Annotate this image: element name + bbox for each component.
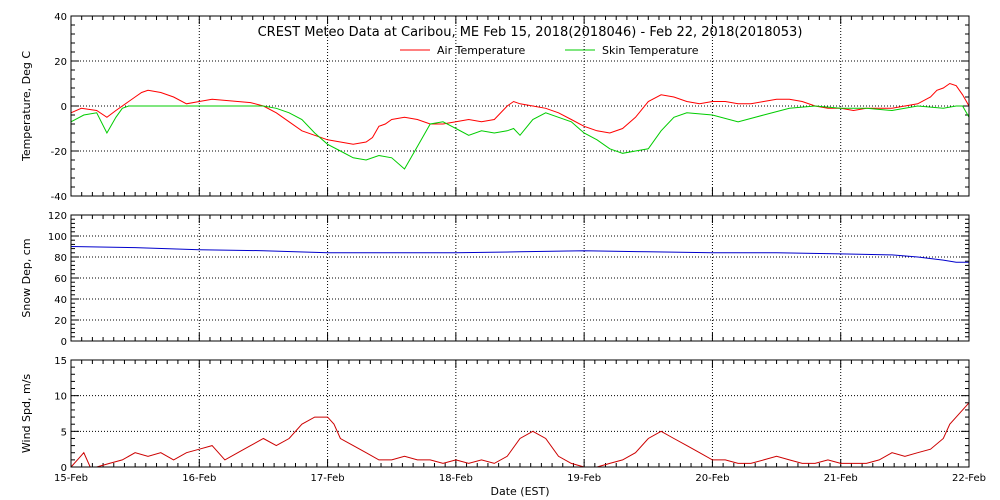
y-tick-label: 5 <box>61 427 67 438</box>
plot-frame <box>70 359 970 468</box>
y-tick-label: 0 <box>61 337 67 348</box>
plot-frame <box>70 214 970 342</box>
y-tick-label: 0 <box>61 463 67 474</box>
chart-panels: -40 -20 0 20 40 Temperature, Deg C 0 20 40 60 80 10… <box>20 12 986 498</box>
y-axis-label: Snow Dep, cm <box>20 238 33 317</box>
y-tick-label: 15 <box>54 356 67 367</box>
panel-2: 0 20 40 60 80 100 120 Snow Dep, cm <box>20 211 970 348</box>
panel-1: -40 -20 0 20 40 Temperature, Deg C <box>20 12 970 203</box>
y-tick-label: 120 <box>48 211 67 222</box>
x-tick-label: 22-Feb <box>952 473 986 484</box>
y-tick-label: 80 <box>54 253 67 264</box>
x-tick-label: 16-Feb <box>182 473 216 484</box>
x-tick-label: 18-Feb <box>439 473 473 484</box>
y-tick-label: 40 <box>54 295 67 306</box>
y-tick-label: 20 <box>54 316 67 327</box>
chart-title: CREST Meteo Data at Caribou, ME Feb 15, … <box>258 25 803 40</box>
y-tick-label: -40 <box>51 192 67 203</box>
y-tick-label: 100 <box>48 232 67 243</box>
series-line-2 <box>70 105 970 170</box>
y-tick-label: -20 <box>51 147 67 158</box>
y-tick-label: 0 <box>61 102 67 113</box>
y-tick-label: 40 <box>54 12 67 23</box>
legend-label-2: Skin Temperature <box>602 44 699 57</box>
panel-3: 0 5 10 15 Wind Spd, m/s 15-Feb 16-Feb 17-Feb 18-… <box>20 356 986 498</box>
y-tick-label: 10 <box>54 392 67 403</box>
y-tick-label: 20 <box>54 57 67 68</box>
x-tick-label: 21-Feb <box>824 473 858 484</box>
x-axis-label: Date (EST) <box>490 485 549 498</box>
legend: Air Temperature Skin Temperature <box>400 44 699 57</box>
y-tick-label: 60 <box>54 274 67 285</box>
x-tick-label: 15-Feb <box>54 473 88 484</box>
x-tick-label: 17-Feb <box>311 473 345 484</box>
series-line-1 <box>70 402 970 468</box>
plot-frame <box>70 15 970 197</box>
y-axis-label: Wind Spd, m/s <box>20 374 33 454</box>
x-tick-label: 20-Feb <box>695 473 729 484</box>
y-axis-label: Temperature, Deg C <box>20 51 33 162</box>
series-line-1 <box>70 246 969 263</box>
legend-label-1: Air Temperature <box>437 44 526 57</box>
x-tick-label: 19-Feb <box>567 473 601 484</box>
